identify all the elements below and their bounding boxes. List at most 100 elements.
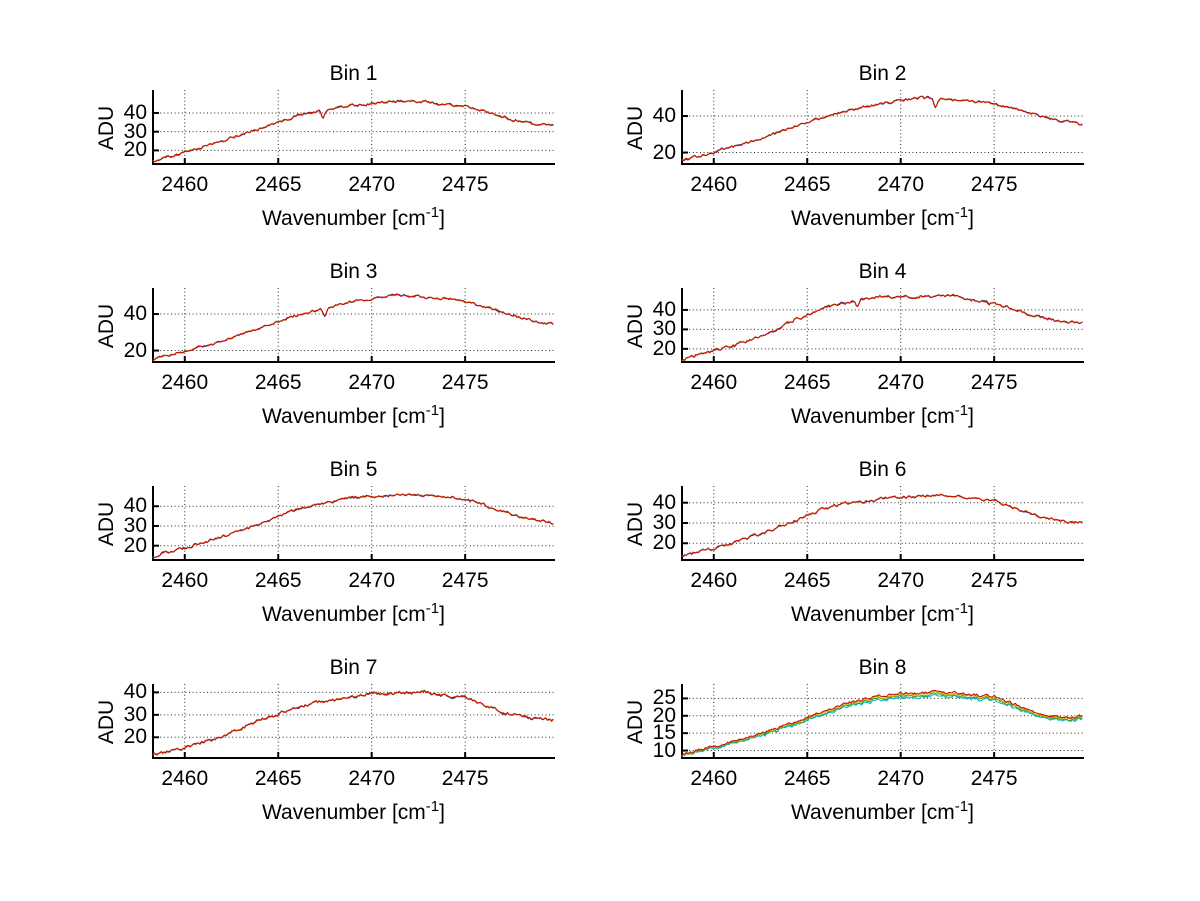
y-tick-label: 20 bbox=[652, 531, 676, 555]
trace-red-line bbox=[681, 493, 1083, 557]
x-tick-label: 2470 bbox=[348, 569, 396, 592]
x-tick-label: 2460 bbox=[161, 371, 209, 394]
x-axis-label-sup: -1 bbox=[425, 204, 440, 221]
plot-area bbox=[681, 288, 1084, 363]
x-tick-label: 2475 bbox=[970, 173, 1018, 196]
x-axis-label-pre: Wavenumber [cm bbox=[791, 405, 955, 428]
y-tick-label: 20 bbox=[652, 336, 676, 360]
x-tick-label: 2460 bbox=[690, 569, 738, 592]
y-tick-label: 40 bbox=[652, 104, 676, 128]
x-axis-label-pre: Wavenumber [cm bbox=[791, 207, 955, 230]
subplot-title: Bin 3 bbox=[329, 260, 378, 283]
x-tick-label: 2470 bbox=[348, 767, 396, 790]
y-tick-label: 20 bbox=[123, 533, 147, 557]
trace-blue-line bbox=[681, 493, 1083, 558]
x-axis-label-post: ] bbox=[968, 405, 974, 428]
x-axis-label-post: ] bbox=[439, 801, 445, 824]
subplot-title: Bin 7 bbox=[329, 656, 378, 679]
subplot-title: Bin 8 bbox=[858, 656, 907, 679]
plot-area bbox=[681, 90, 1084, 165]
y-tick-label: 20 bbox=[652, 140, 676, 164]
x-axis-label-sup: -1 bbox=[425, 600, 440, 617]
trace-red-line bbox=[681, 689, 1083, 756]
trace-red-line bbox=[152, 293, 554, 362]
trace-yellow-line bbox=[681, 493, 1083, 557]
x-axis-label-sup: -1 bbox=[954, 402, 969, 419]
x-tick-label: 2465 bbox=[783, 371, 831, 394]
x-tick-label: 2465 bbox=[254, 371, 302, 394]
x-axis-label-sup: -1 bbox=[425, 798, 440, 815]
x-tick-label: 2475 bbox=[441, 371, 489, 394]
trace-yellow-line bbox=[152, 689, 554, 756]
plot-area bbox=[152, 684, 555, 759]
x-tick-label: 2475 bbox=[970, 371, 1018, 394]
y-tick-label: 40 bbox=[123, 100, 147, 124]
plot-area bbox=[681, 684, 1084, 759]
y-tick-label: 20 bbox=[123, 725, 147, 749]
plot-area bbox=[152, 486, 555, 561]
y-tick-label: 40 bbox=[123, 494, 147, 518]
x-tick-label: 2475 bbox=[441, 767, 489, 790]
x-axis-label: Wavenumber [cm-1] bbox=[681, 402, 1084, 430]
x-tick-label: 2460 bbox=[161, 173, 209, 196]
x-tick-label: 2460 bbox=[690, 767, 738, 790]
x-tick-label: 2475 bbox=[970, 569, 1018, 592]
x-axis-label-post: ] bbox=[439, 405, 445, 428]
plot-area bbox=[681, 486, 1084, 561]
x-tick-label: 2460 bbox=[690, 371, 738, 394]
trace-red-line bbox=[152, 690, 554, 756]
x-tick-label: 2465 bbox=[783, 569, 831, 592]
trace-red-line bbox=[152, 493, 554, 559]
x-tick-label: 2465 bbox=[254, 569, 302, 592]
x-tick-label: 2475 bbox=[441, 173, 489, 196]
subplot-title: Bin 1 bbox=[329, 62, 378, 85]
x-tick-label: 2465 bbox=[783, 767, 831, 790]
x-axis-label-sup: -1 bbox=[954, 204, 969, 221]
x-tick-label: 2470 bbox=[877, 569, 925, 592]
trace-green-line bbox=[681, 692, 1083, 756]
x-tick-label: 2460 bbox=[161, 767, 209, 790]
trace-red-line bbox=[681, 294, 1083, 361]
plot-area bbox=[152, 90, 555, 165]
x-axis-label-sup: -1 bbox=[425, 402, 440, 419]
trace-blue-line bbox=[152, 293, 554, 361]
x-axis-label-pre: Wavenumber [cm bbox=[791, 801, 955, 824]
x-axis-label-pre: Wavenumber [cm bbox=[262, 207, 426, 230]
x-axis-label-post: ] bbox=[439, 207, 445, 230]
trace-blue-line bbox=[681, 294, 1083, 362]
y-tick-label: 40 bbox=[123, 680, 147, 704]
trace-blue-line bbox=[152, 99, 554, 162]
x-axis-label-sup: -1 bbox=[954, 600, 969, 617]
trace-yellow-line bbox=[152, 492, 554, 559]
plot-area bbox=[152, 288, 555, 363]
trace-blue-line bbox=[681, 95, 1083, 162]
x-axis-label-post: ] bbox=[968, 207, 974, 230]
x-axis-label: Wavenumber [cm-1] bbox=[681, 600, 1084, 628]
y-tick-label: 30 bbox=[652, 317, 676, 341]
x-axis-label: Wavenumber [cm-1] bbox=[152, 402, 555, 430]
y-tick-label: 10 bbox=[652, 738, 676, 762]
trace-blue-line bbox=[152, 689, 554, 756]
x-axis-label-post: ] bbox=[439, 603, 445, 626]
y-tick-label: 30 bbox=[123, 119, 147, 143]
x-axis-label: Wavenumber [cm-1] bbox=[152, 798, 555, 826]
x-axis-label-sup: -1 bbox=[954, 798, 969, 815]
trace-cyan-line bbox=[681, 694, 1083, 757]
subplot-title: Bin 2 bbox=[858, 62, 907, 85]
x-tick-label: 2465 bbox=[254, 173, 302, 196]
y-tick-label: 15 bbox=[652, 721, 676, 745]
x-tick-label: 2470 bbox=[877, 371, 925, 394]
trace-yellow-line bbox=[681, 95, 1083, 161]
y-tick-label: 25 bbox=[652, 686, 676, 710]
subplot-title: Bin 4 bbox=[858, 260, 907, 283]
trace-yellow-line bbox=[681, 293, 1083, 362]
x-tick-label: 2470 bbox=[877, 173, 925, 196]
y-tick-label: 40 bbox=[652, 297, 676, 321]
x-tick-label: 2465 bbox=[783, 173, 831, 196]
y-tick-label: 30 bbox=[123, 702, 147, 726]
subplot-title: Bin 5 bbox=[329, 458, 378, 481]
trace-yellow-line bbox=[152, 99, 554, 162]
x-tick-label: 2470 bbox=[348, 371, 396, 394]
trace-yellow-line bbox=[152, 294, 554, 362]
